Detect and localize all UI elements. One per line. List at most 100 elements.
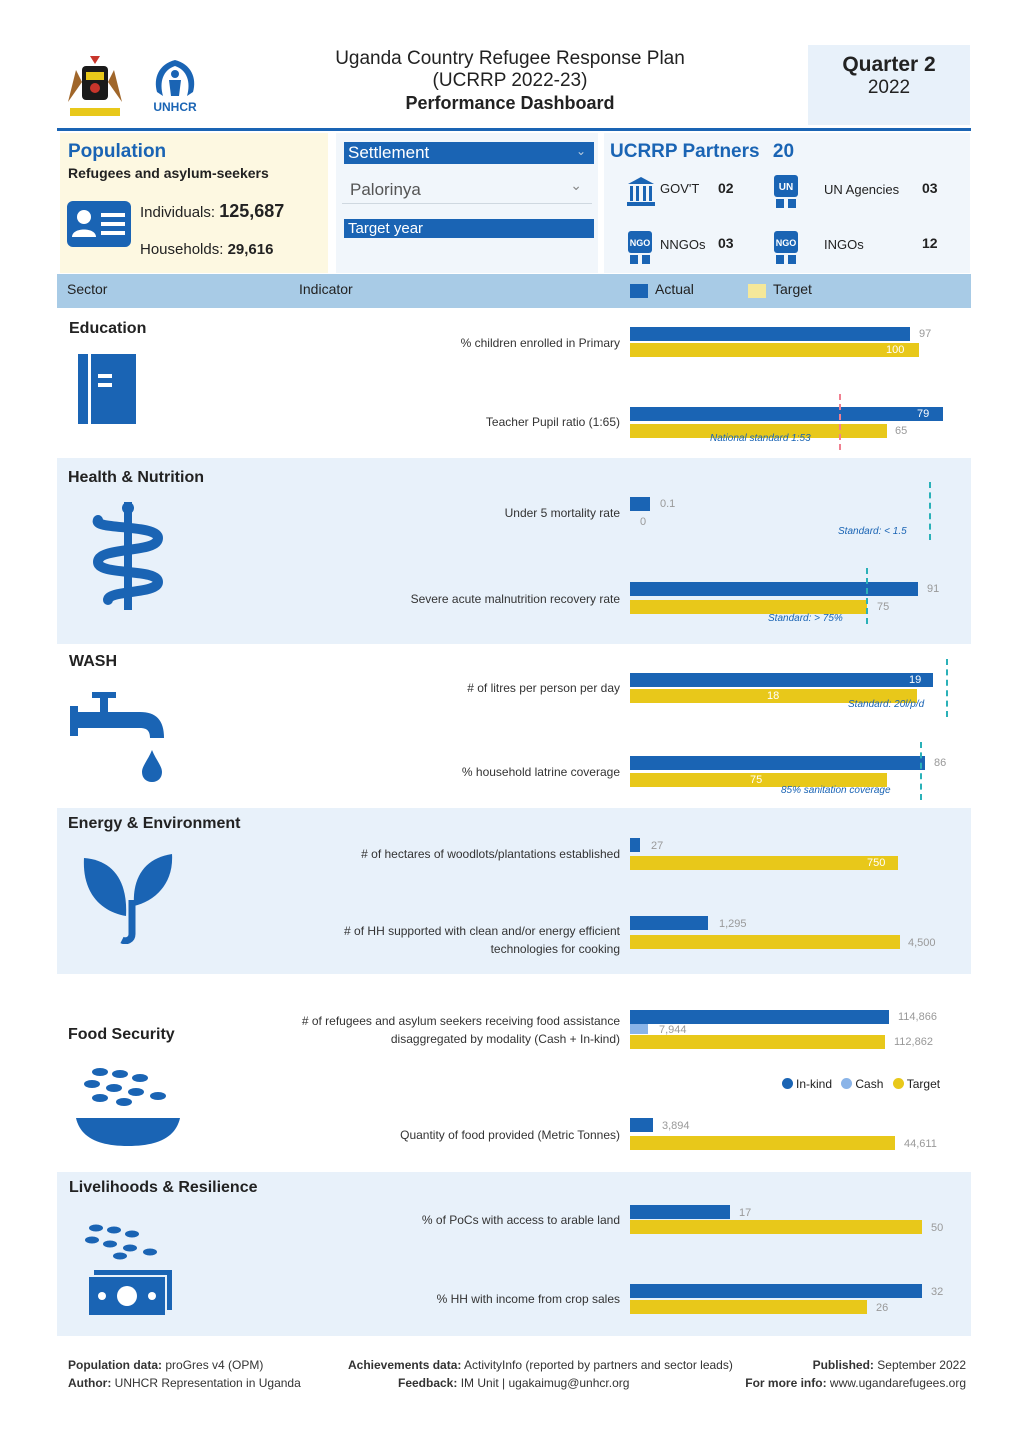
energy-1-actual-bar — [630, 838, 640, 852]
author-label: Author: — [68, 1376, 112, 1390]
nngo-label: NNGOs — [660, 237, 706, 252]
education-1-actual-value: 97 — [919, 328, 932, 340]
settlement-filter-label: Settlement ⌄ — [344, 142, 594, 164]
energy-indicator-2: # of HH supported with clean and/or ener… — [280, 922, 620, 958]
health-2-target-value: 75 — [877, 601, 890, 613]
food-indicator-2: Quantity of food provided (Metric Tonnes… — [400, 1128, 620, 1142]
partners-title: UCRRP Partners — [610, 141, 760, 162]
ingo-badge-text: NGO — [776, 238, 797, 248]
un-agencies-value: 03 — [922, 180, 938, 196]
individuals-value: 125,687 — [219, 201, 285, 221]
population-subtitle: Refugees and asylum-seekers — [68, 165, 269, 181]
energy-2-target-value: 4,500 — [908, 937, 936, 949]
food-1-target-value: 112,862 — [894, 1036, 933, 1048]
food-2-actual-bar — [630, 1118, 653, 1132]
food-1-target-bar — [630, 1035, 885, 1049]
target-year-filter-label: Target year — [344, 219, 594, 238]
livelihoods-2-target-value: 26 — [876, 1302, 889, 1314]
energy-1-target-bar — [630, 856, 898, 870]
snake-staff-icon — [88, 502, 168, 612]
quarter-box: Quarter 2 2022 — [808, 45, 970, 125]
target-legend-label: Target — [773, 281, 812, 297]
health-1-standard-label: Standard: < 1.5 — [838, 526, 907, 537]
food-1-cash-bar — [630, 1024, 648, 1034]
government-building-icon — [626, 175, 656, 207]
quarter-year: 2022 — [867, 77, 911, 98]
header-divider — [57, 128, 971, 131]
chevron-down-icon: ⌄ — [575, 144, 586, 158]
wash-title: WASH — [69, 653, 117, 670]
footer-left: Population data: proGres v4 (OPM) Author… — [68, 1356, 301, 1392]
livelihoods-indicator-1: % of PoCs with access to arable land — [421, 1213, 620, 1227]
livelihoods-1-target-value: 50 — [931, 1222, 944, 1234]
energy-2-actual-bar — [630, 916, 708, 930]
wash-1-target-value: 18 — [767, 690, 780, 702]
wash-1-target-bar — [630, 689, 917, 703]
published-value: September 2022 — [877, 1358, 966, 1372]
population-data-value: proGres v4 (OPM) — [165, 1358, 264, 1372]
more-info-label: For more info: — [745, 1376, 827, 1390]
ingo-label: INGOs — [824, 237, 864, 252]
settlement-dropdown[interactable]: Palorinya ⌄ — [342, 177, 592, 204]
health-title: Health & Nutrition — [68, 469, 204, 486]
column-header: Sector Indicator Actual Target — [57, 274, 971, 308]
livelihoods-2-target-bar — [630, 1300, 867, 1314]
health-2-actual-value: 91 — [927, 583, 940, 595]
livelihoods-2-actual-value: 32 — [931, 1286, 944, 1298]
settlement-label-text: Settlement — [348, 143, 430, 162]
sector-column-label: Sector — [67, 281, 108, 297]
livelihoods-1-actual-value: 17 — [739, 1207, 752, 1219]
wash-1-standard-line — [946, 659, 948, 717]
individuals-label: Individuals: — [140, 204, 216, 221]
energy-indicator-2-line-1: # of HH supported with clean and/or ener… — [344, 924, 620, 938]
livelihoods-title: Livelihoods & Resilience — [69, 1179, 258, 1196]
population-data-label: Population data: — [68, 1358, 162, 1372]
education-1-actual-bar — [630, 327, 910, 341]
food-indicator-1-line-2: disaggregated by modality (Cash + In-kin… — [390, 1032, 620, 1046]
ingo-icon: NGO — [772, 229, 800, 265]
food-indicator-1-line-1: # of refugees and asylum seekers receivi… — [301, 1014, 620, 1028]
more-info-link[interactable]: www.ugandarefugees.org — [829, 1376, 966, 1390]
health-1-actual-value: 0.1 — [660, 498, 676, 510]
seedling-icon — [82, 850, 176, 944]
unhcr-logo-icon: UNHCR — [145, 52, 205, 120]
education-1-target-value: 100 — [886, 344, 905, 356]
education-2-target-value: 65 — [895, 425, 908, 437]
education-2-target-bar — [630, 424, 887, 438]
id-card-icon — [67, 201, 131, 247]
health-2-actual-bar — [630, 582, 918, 596]
energy-indicator-2-line-2: technologies for cooking — [490, 942, 620, 956]
footer-middle: Achievements data: ActivityInfo (reporte… — [348, 1356, 778, 1392]
food-bowl-icon — [76, 1066, 180, 1146]
un-agencies-label: UN Agencies — [824, 182, 900, 197]
livelihoods-indicator-2: % HH with income from crop sales — [436, 1292, 620, 1306]
education-title: Education — [69, 320, 147, 337]
feedback-email[interactable]: IM Unit | ugakaimug@unhcr.org — [460, 1376, 630, 1390]
wash-1-actual-value: 19 — [909, 674, 922, 686]
wash-2-target-value: 75 — [750, 774, 763, 786]
wash-2-actual-bar — [630, 756, 925, 770]
livelihoods-1-actual-bar — [630, 1205, 730, 1219]
education-indicator-1: % children enrolled in Primary — [460, 336, 620, 350]
education-2-actual-bar — [630, 407, 943, 421]
food-2-actual-value: 3,894 — [662, 1120, 690, 1132]
govt-value: 02 — [718, 180, 734, 196]
livelihoods-1-target-bar — [630, 1220, 922, 1234]
dashboard-title: Uganda Country Refugee Response Plan (UC… — [300, 48, 720, 114]
un-badge-text: UN — [779, 182, 793, 193]
target-legend-label-food: Target — [906, 1077, 941, 1091]
water-tap-icon — [70, 688, 166, 784]
health-2-target-bar — [630, 600, 867, 614]
health-1-standard-line — [929, 482, 931, 540]
nngo-icon: NGO — [626, 229, 654, 265]
education-2-actual-value: 79 — [917, 408, 930, 420]
wash-1-standard-label: Standard: 20l/p/d — [848, 699, 925, 710]
food-title: Food Security — [68, 1026, 175, 1043]
energy-2-target-bar — [630, 935, 900, 949]
inkind-legend-dot — [782, 1078, 793, 1089]
uganda-coat-of-arms-icon — [62, 52, 128, 120]
wash-indicator-1: # of litres per person per day — [467, 681, 620, 695]
livelihoods-2-actual-bar — [630, 1284, 922, 1298]
title-line-1: Uganda Country Refugee Response Plan — [335, 48, 685, 69]
filter-panel: Settlement ⌄ Palorinya ⌄ Target year 202… — [336, 133, 598, 300]
